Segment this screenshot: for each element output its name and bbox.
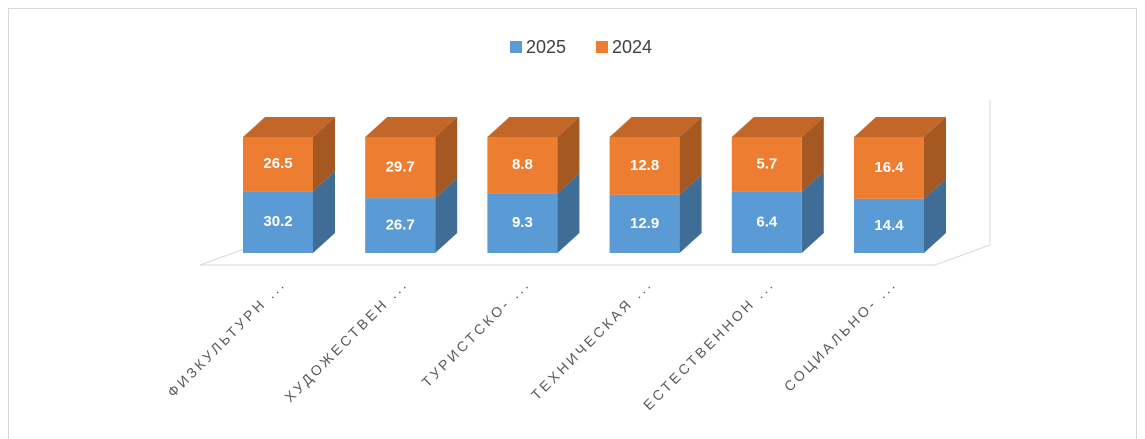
- bar: [854, 137, 924, 199]
- legend-label: 2025: [526, 37, 566, 57]
- bar-side: [924, 178, 946, 253]
- legend-swatch: [596, 41, 608, 53]
- bar: [609, 194, 680, 253]
- bar-top: [243, 117, 335, 137]
- bar-side: [435, 178, 458, 253]
- value-label: 26.5: [263, 155, 292, 172]
- bar: [731, 191, 802, 253]
- value-label: 29.7: [386, 159, 415, 176]
- legend-label: 2024: [612, 37, 652, 57]
- bar-side: [313, 117, 335, 192]
- bar: [487, 137, 558, 194]
- legend-swatch: [510, 41, 522, 53]
- value-label: 5.7: [756, 155, 777, 172]
- bar: [609, 137, 680, 195]
- value-label: 6.4: [756, 213, 778, 230]
- bar-top: [731, 117, 824, 137]
- bar: [365, 198, 436, 253]
- bar-side: [924, 117, 946, 199]
- bar: [243, 191, 313, 253]
- bar: [854, 198, 924, 253]
- bar-top: [854, 117, 946, 137]
- bar-side: [435, 117, 458, 199]
- bar-side: [557, 117, 580, 194]
- value-label: 9.3: [512, 214, 533, 231]
- bar: [731, 137, 802, 192]
- bar-side: [801, 171, 824, 253]
- value-label: 14.4: [874, 217, 904, 234]
- bar: [487, 193, 558, 253]
- value-label: 8.8: [512, 156, 533, 173]
- bar-top: [609, 117, 702, 137]
- value-label: 30.2: [263, 213, 292, 230]
- value-label: 16.4: [874, 159, 904, 176]
- bar-side: [679, 117, 702, 195]
- bar-side: [679, 174, 702, 253]
- bar-top: [365, 117, 458, 137]
- bar-side: [313, 171, 335, 253]
- value-label: 12.8: [630, 157, 659, 174]
- value-label: 12.9: [630, 215, 659, 232]
- value-label: 26.7: [386, 217, 415, 234]
- bar-side: [801, 117, 824, 192]
- bar-top: [487, 117, 580, 137]
- bar-side: [557, 173, 580, 253]
- floor-edge: [200, 244, 991, 266]
- bar: [243, 137, 313, 192]
- bar: [365, 137, 436, 199]
